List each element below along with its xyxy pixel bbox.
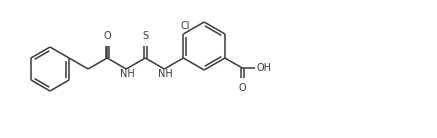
Text: O: O — [239, 83, 246, 93]
Text: Cl: Cl — [180, 21, 190, 31]
Text: NH: NH — [120, 69, 135, 79]
Text: NH: NH — [158, 69, 173, 79]
Text: O: O — [103, 31, 111, 41]
Text: OH: OH — [257, 63, 272, 73]
Text: S: S — [142, 31, 148, 41]
